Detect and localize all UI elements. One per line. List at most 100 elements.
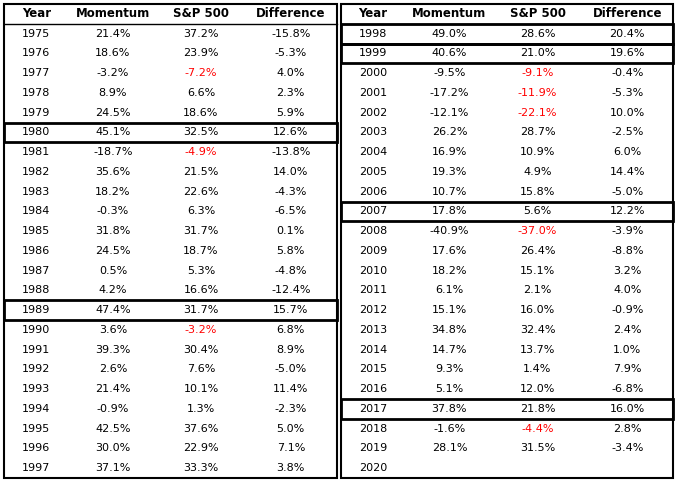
Text: 1996: 1996 bbox=[22, 443, 51, 454]
Bar bbox=[341, 399, 673, 419]
Text: 18.2%: 18.2% bbox=[95, 187, 131, 197]
Text: 40.6%: 40.6% bbox=[432, 48, 467, 58]
Text: 33.3%: 33.3% bbox=[183, 463, 219, 473]
Text: 5.6%: 5.6% bbox=[523, 206, 552, 216]
Text: -3.4%: -3.4% bbox=[611, 443, 643, 454]
Text: -8.8%: -8.8% bbox=[611, 246, 644, 256]
Text: 26.4%: 26.4% bbox=[520, 246, 555, 256]
Text: 2014: 2014 bbox=[359, 345, 387, 355]
Text: 1988: 1988 bbox=[22, 285, 51, 295]
Text: 18.7%: 18.7% bbox=[183, 246, 219, 256]
Text: 1995: 1995 bbox=[22, 424, 51, 434]
Text: 8.9%: 8.9% bbox=[276, 345, 305, 355]
Text: 6.0%: 6.0% bbox=[613, 147, 641, 157]
Text: 13.7%: 13.7% bbox=[520, 345, 555, 355]
Bar bbox=[4, 300, 336, 320]
Text: 17.6%: 17.6% bbox=[432, 246, 467, 256]
Text: 22.6%: 22.6% bbox=[183, 187, 219, 197]
Text: 2006: 2006 bbox=[359, 187, 387, 197]
Text: 7.1%: 7.1% bbox=[277, 443, 305, 454]
Text: 23.9%: 23.9% bbox=[183, 48, 219, 58]
Text: 1985: 1985 bbox=[22, 226, 51, 236]
Text: 2.4%: 2.4% bbox=[613, 325, 642, 335]
Text: -9.5%: -9.5% bbox=[433, 68, 466, 78]
Text: 6.6%: 6.6% bbox=[187, 88, 215, 98]
Text: 2.8%: 2.8% bbox=[613, 424, 642, 434]
Text: 42.5%: 42.5% bbox=[95, 424, 131, 434]
Text: 26.2%: 26.2% bbox=[432, 127, 467, 137]
Text: 10.0%: 10.0% bbox=[610, 107, 645, 118]
Text: 39.3%: 39.3% bbox=[95, 345, 131, 355]
Text: 2018: 2018 bbox=[359, 424, 387, 434]
Text: 0.5%: 0.5% bbox=[99, 266, 127, 276]
Text: 1979: 1979 bbox=[22, 107, 51, 118]
Text: 32.4%: 32.4% bbox=[520, 325, 555, 335]
Text: -7.2%: -7.2% bbox=[185, 68, 217, 78]
Text: 31.8%: 31.8% bbox=[95, 226, 131, 236]
Text: -0.9%: -0.9% bbox=[611, 305, 643, 315]
Text: -15.8%: -15.8% bbox=[271, 28, 311, 39]
Text: 1989: 1989 bbox=[22, 305, 51, 315]
Text: 1993: 1993 bbox=[22, 384, 51, 394]
Text: 19.3%: 19.3% bbox=[432, 167, 467, 177]
Text: -37.0%: -37.0% bbox=[518, 226, 557, 236]
Text: 37.8%: 37.8% bbox=[432, 404, 467, 414]
Text: 1999: 1999 bbox=[359, 48, 387, 58]
Text: -18.7%: -18.7% bbox=[93, 147, 133, 157]
Text: 10.7%: 10.7% bbox=[432, 187, 467, 197]
Text: 3.6%: 3.6% bbox=[99, 325, 127, 335]
Text: 15.1%: 15.1% bbox=[520, 266, 555, 276]
Bar bbox=[341, 4, 673, 478]
Text: -9.1%: -9.1% bbox=[521, 68, 554, 78]
Text: 1980: 1980 bbox=[22, 127, 51, 137]
Text: 7.6%: 7.6% bbox=[187, 364, 215, 375]
Text: 2015: 2015 bbox=[359, 364, 387, 375]
Text: 4.9%: 4.9% bbox=[523, 167, 552, 177]
Text: -0.3%: -0.3% bbox=[97, 206, 129, 216]
Text: 15.1%: 15.1% bbox=[432, 305, 467, 315]
Text: 49.0%: 49.0% bbox=[432, 28, 467, 39]
Text: 1982: 1982 bbox=[22, 167, 51, 177]
Text: 45.1%: 45.1% bbox=[95, 127, 131, 137]
Text: Year: Year bbox=[22, 7, 51, 20]
Text: -4.4%: -4.4% bbox=[521, 424, 554, 434]
Text: 47.4%: 47.4% bbox=[95, 305, 131, 315]
Bar bbox=[4, 122, 336, 142]
Text: 6.3%: 6.3% bbox=[187, 206, 215, 216]
Text: -6.8%: -6.8% bbox=[611, 384, 643, 394]
Text: 11.4%: 11.4% bbox=[273, 384, 309, 394]
Text: -13.8%: -13.8% bbox=[271, 147, 311, 157]
Text: 2008: 2008 bbox=[359, 226, 387, 236]
Text: 18.6%: 18.6% bbox=[95, 48, 131, 58]
Text: 37.1%: 37.1% bbox=[95, 463, 131, 473]
Text: -3.2%: -3.2% bbox=[185, 325, 217, 335]
Text: 1987: 1987 bbox=[22, 266, 51, 276]
Text: 12.2%: 12.2% bbox=[609, 206, 645, 216]
Text: -2.5%: -2.5% bbox=[611, 127, 643, 137]
Text: 2007: 2007 bbox=[359, 206, 387, 216]
Text: 6.1%: 6.1% bbox=[435, 285, 464, 295]
Text: 18.6%: 18.6% bbox=[183, 107, 219, 118]
Text: -6.5%: -6.5% bbox=[275, 206, 307, 216]
Text: 31.5%: 31.5% bbox=[520, 443, 555, 454]
Text: -17.2%: -17.2% bbox=[430, 88, 469, 98]
Text: 32.5%: 32.5% bbox=[183, 127, 219, 137]
Text: -0.4%: -0.4% bbox=[611, 68, 643, 78]
Text: 2.1%: 2.1% bbox=[523, 285, 552, 295]
Text: 8.9%: 8.9% bbox=[99, 88, 127, 98]
Bar bbox=[4, 4, 336, 478]
Bar bbox=[341, 43, 673, 63]
Text: 24.5%: 24.5% bbox=[95, 246, 131, 256]
Text: -12.1%: -12.1% bbox=[430, 107, 469, 118]
Text: 24.5%: 24.5% bbox=[95, 107, 131, 118]
Text: 4.2%: 4.2% bbox=[99, 285, 127, 295]
Text: S&P 500: S&P 500 bbox=[173, 7, 229, 20]
Text: 1.0%: 1.0% bbox=[613, 345, 641, 355]
Text: 21.0%: 21.0% bbox=[520, 48, 555, 58]
Text: 1994: 1994 bbox=[22, 404, 51, 414]
Text: -5.3%: -5.3% bbox=[275, 48, 307, 58]
Text: Year: Year bbox=[358, 7, 387, 20]
Text: 30.4%: 30.4% bbox=[183, 345, 219, 355]
Text: 28.6%: 28.6% bbox=[520, 28, 555, 39]
Text: -4.9%: -4.9% bbox=[185, 147, 217, 157]
